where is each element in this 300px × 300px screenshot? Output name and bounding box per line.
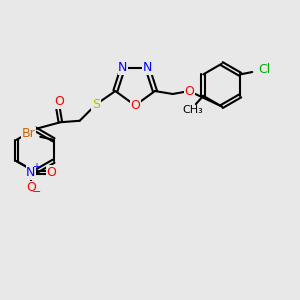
Text: O: O (47, 166, 57, 179)
Text: N: N (118, 61, 128, 74)
Text: N: N (26, 166, 35, 179)
Text: +: + (32, 162, 40, 172)
Text: O: O (26, 182, 36, 194)
Text: O: O (54, 95, 64, 108)
Text: S: S (92, 98, 100, 111)
Text: CH₃: CH₃ (182, 105, 203, 115)
Text: Br: Br (22, 127, 36, 140)
Text: −: − (32, 187, 41, 196)
Text: O: O (184, 85, 194, 98)
Text: O: O (130, 99, 140, 112)
Text: N: N (143, 61, 152, 74)
Text: Cl: Cl (258, 63, 270, 76)
